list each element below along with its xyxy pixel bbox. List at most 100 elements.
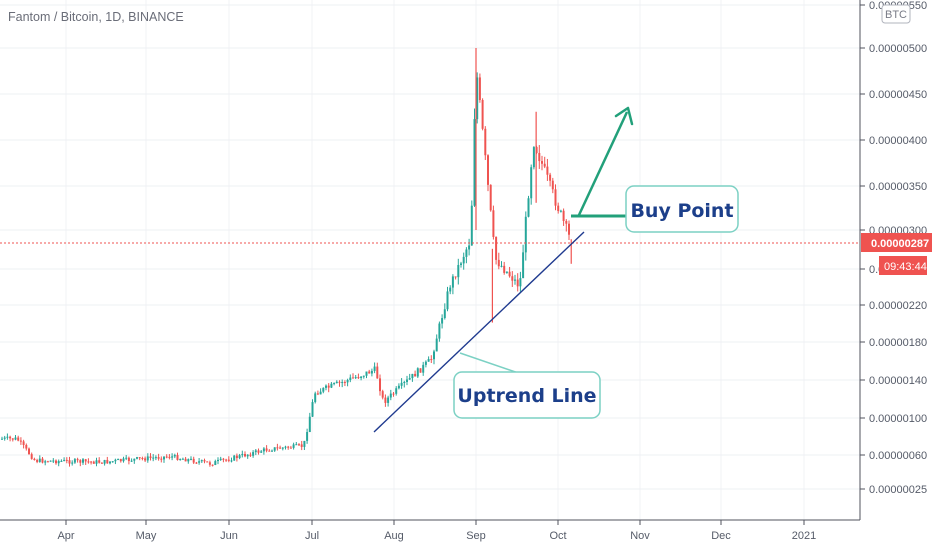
candle-body <box>152 457 155 459</box>
candle-body <box>208 462 211 465</box>
candle-body <box>100 462 103 464</box>
candle-body <box>103 459 106 464</box>
candle-body <box>246 454 249 457</box>
candle-body <box>300 444 303 447</box>
currency-badge-label: BTC <box>885 9 907 21</box>
candle-body <box>554 189 557 206</box>
price-axis[interactable]: 0.000005500.000005000.000004500.00000400… <box>859 0 932 520</box>
candle-body <box>546 166 549 175</box>
candle-body <box>111 461 114 463</box>
candle-body <box>133 458 136 461</box>
candle-body <box>414 373 417 377</box>
y-tick-label: 0.00000180 <box>869 337 927 349</box>
time-axis[interactable]: Apr May Jun Jul Aug Sep Oct Nov Dec 2021 <box>0 519 932 550</box>
buy-point-callout: Buy Point <box>625 185 739 233</box>
candle-body <box>227 459 230 461</box>
y-tick-label: 0.00000400 <box>869 135 927 147</box>
candle-body <box>19 440 22 442</box>
candle-body <box>325 385 327 388</box>
candle-body <box>73 459 76 463</box>
candle-body <box>157 457 160 459</box>
candle-body <box>55 460 57 464</box>
candle-body <box>511 276 514 281</box>
candle-body <box>244 453 246 457</box>
candle-body <box>273 447 276 451</box>
candle-body <box>387 397 390 403</box>
candle-body <box>411 373 414 379</box>
candle-body <box>460 263 462 265</box>
candles <box>1 48 572 467</box>
candle-body <box>487 155 489 185</box>
candle-body <box>562 210 565 221</box>
candle-body <box>435 338 438 352</box>
y-tick-label: 0.00000500 <box>869 43 927 55</box>
candle-body <box>109 461 111 464</box>
x-tick-label: 2021 <box>792 530 816 542</box>
candle-body <box>279 447 282 449</box>
candle-body <box>311 402 314 417</box>
candle-body <box>198 461 201 463</box>
candle-body <box>206 461 209 463</box>
y-tick-label: 0.00000350 <box>869 181 927 193</box>
candle-body <box>478 77 481 101</box>
candle-body <box>500 265 503 267</box>
candle-body <box>95 460 98 464</box>
uptrend-line-label: Uptrend Line <box>457 385 596 407</box>
candle-body <box>38 458 41 462</box>
candle-body <box>225 459 228 461</box>
candle-body <box>65 459 68 461</box>
candle-body <box>173 455 176 457</box>
candle-body <box>230 460 233 462</box>
candle-body <box>476 77 479 120</box>
candle-body <box>222 458 225 460</box>
countdown-tag <box>879 256 927 275</box>
candle-body <box>354 377 357 379</box>
candle-body <box>195 462 198 464</box>
candle-body <box>400 382 403 386</box>
candle-body <box>395 388 398 394</box>
uptrend-callout: Uptrend Line <box>453 352 601 419</box>
candle-body <box>200 460 203 462</box>
x-tick-label: Dec <box>711 530 731 542</box>
candle-body <box>322 387 325 392</box>
candle-body <box>168 456 171 458</box>
candle-body <box>84 459 87 462</box>
candle-body <box>451 276 454 288</box>
candle-body <box>163 456 165 460</box>
currency-badge[interactable] <box>881 4 911 24</box>
candle-body <box>46 461 49 463</box>
candle-body <box>406 379 408 382</box>
candle-body <box>219 458 222 460</box>
candle-body <box>249 454 252 456</box>
candle-body <box>171 456 174 458</box>
candle-body <box>549 174 552 181</box>
candle-body <box>308 416 311 433</box>
candle-body <box>338 381 341 383</box>
candle-body <box>254 450 257 453</box>
candle-body <box>265 448 268 451</box>
countdown-value: 09:43:44 <box>884 261 927 273</box>
candle-body <box>362 375 365 377</box>
candle-body <box>187 459 190 462</box>
candle-body <box>217 459 219 462</box>
candle-body <box>144 458 147 461</box>
candle-body <box>379 378 381 392</box>
candle-body <box>365 371 368 376</box>
candle-body <box>295 444 298 446</box>
candle-body <box>22 441 25 445</box>
candle-body <box>303 440 306 447</box>
candle-body <box>211 464 214 466</box>
candle-body <box>287 446 290 448</box>
candle-body <box>82 459 84 463</box>
candle-body <box>368 371 371 374</box>
candle-body <box>241 453 244 456</box>
candle-body <box>184 458 187 462</box>
candle-body <box>17 437 20 441</box>
candle-body <box>370 370 373 374</box>
candle-body <box>373 366 376 371</box>
candle-body <box>419 368 422 373</box>
candle-body <box>516 279 519 287</box>
candle-body <box>306 432 309 441</box>
candle-body <box>28 448 30 455</box>
